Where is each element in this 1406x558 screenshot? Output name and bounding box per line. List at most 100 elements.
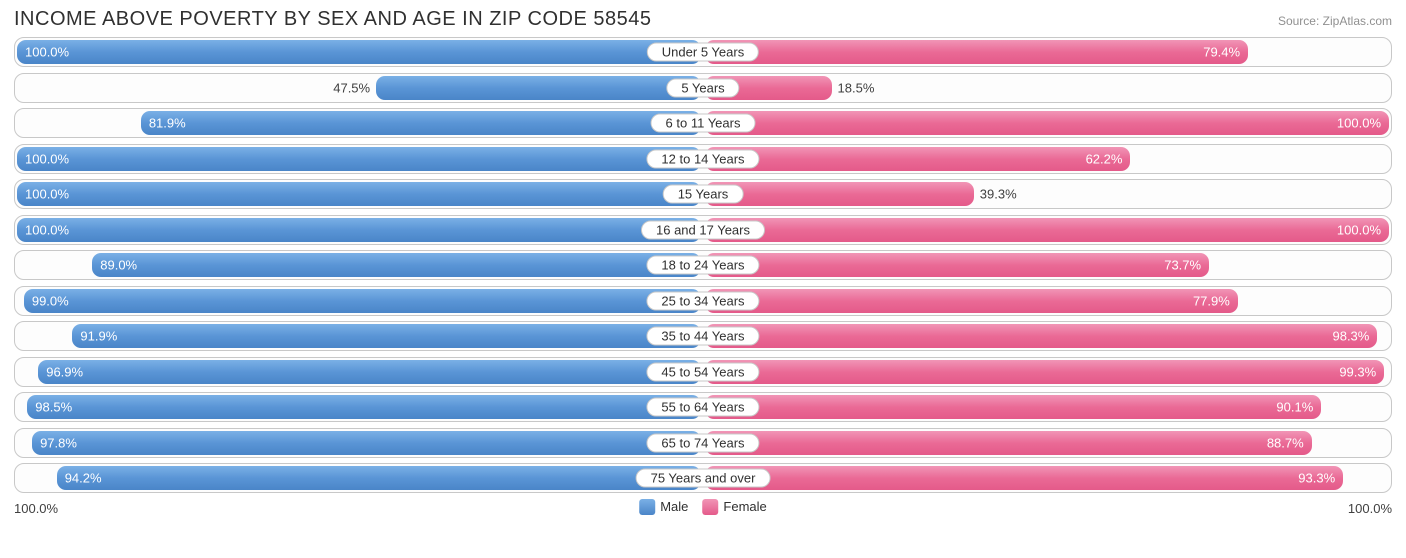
- female-bar: 93.3%: [705, 466, 1343, 490]
- chart-row: 81.9%100.0%6 to 11 Years: [14, 108, 1392, 138]
- female-bar: 39.3%: [705, 182, 974, 206]
- female-value-label: 88.7%: [1267, 435, 1304, 450]
- legend-label-male: Male: [660, 499, 688, 514]
- male-bar: 96.9%: [38, 360, 701, 384]
- category-label: 35 to 44 Years: [646, 327, 759, 346]
- chart-row: 100.0%39.3%15 Years: [14, 179, 1392, 209]
- male-bar: 47.5%: [376, 76, 701, 100]
- female-track: 100.0%: [705, 111, 1389, 135]
- female-value-label: 90.1%: [1276, 400, 1313, 415]
- chart-row: 89.0% 73.7% 18 to 24 Years: [14, 250, 1392, 280]
- chart-row: 94.2% 93.3%75 Years and over: [14, 463, 1392, 493]
- category-label: 75 Years and over: [636, 469, 771, 488]
- male-value-label: 100.0%: [25, 222, 69, 237]
- female-bar: 90.1%: [705, 395, 1321, 419]
- male-value-label: 100.0%: [25, 151, 69, 166]
- female-value-label: 18.5%: [838, 80, 875, 95]
- male-bar: 91.9%: [72, 324, 701, 348]
- male-track: 100.0%: [17, 182, 701, 206]
- female-value-label: 77.9%: [1193, 293, 1230, 308]
- chart-row: 98.5% 90.1% 55 to 64 Years: [14, 392, 1392, 422]
- category-label: Under 5 Years: [647, 43, 759, 62]
- chart-rows: 100.0% 79.4%Under 5 Years 47.5% 18.5% 5 Year…: [14, 37, 1392, 493]
- male-track: 91.9%: [17, 324, 701, 348]
- male-bar: 97.8%: [32, 431, 701, 455]
- category-label: 55 to 64 Years: [646, 398, 759, 417]
- female-bar: 62.2%: [705, 147, 1130, 171]
- swatch-male: [639, 499, 655, 515]
- category-label: 15 Years: [663, 185, 744, 204]
- category-label: 25 to 34 Years: [646, 291, 759, 310]
- axis-label-left: 100.0%: [14, 501, 58, 516]
- chart-row: 96.9%99.3%45 to 54 Years: [14, 357, 1392, 387]
- male-bar: 81.9%: [141, 111, 701, 135]
- category-label: 16 and 17 Years: [641, 220, 765, 239]
- male-bar: 98.5%: [27, 395, 701, 419]
- male-track: 94.2%: [17, 466, 701, 490]
- male-value-label: 98.5%: [35, 400, 72, 415]
- female-track: 90.1%: [705, 395, 1389, 419]
- chart-row: 91.9% 98.3% 35 to 44 Years: [14, 321, 1392, 351]
- category-label: 65 to 74 Years: [646, 433, 759, 452]
- chart-row: 100.0% 79.4%Under 5 Years: [14, 37, 1392, 67]
- female-track: 62.2%: [705, 147, 1389, 171]
- female-value-label: 98.3%: [1332, 329, 1369, 344]
- chart-row: 100.0% 100.0% 16 and 17 Years: [14, 215, 1392, 245]
- male-value-label: 100.0%: [25, 187, 69, 202]
- male-track: 100.0%: [17, 218, 701, 242]
- male-track: 99.0%: [17, 289, 701, 313]
- chart-row: 100.0% 62.2%12 to 14 Years: [14, 144, 1392, 174]
- male-track: 100.0%: [17, 147, 701, 171]
- male-track: 100.0%: [17, 40, 701, 64]
- chart-source: Source: ZipAtlas.com: [1278, 14, 1392, 28]
- female-track: 88.7%: [705, 431, 1389, 455]
- female-value-label: 99.3%: [1339, 364, 1376, 379]
- male-bar: 100.0%: [17, 182, 701, 206]
- category-label: 5 Years: [666, 78, 739, 97]
- axis-label-right: 100.0%: [1348, 501, 1392, 516]
- male-value-label: 91.9%: [80, 329, 117, 344]
- male-track: 97.8%: [17, 431, 701, 455]
- female-track: 77.9%: [705, 289, 1389, 313]
- female-bar: 100.0%: [705, 111, 1389, 135]
- male-bar: 100.0%: [17, 218, 701, 242]
- male-track: 98.5%: [17, 395, 701, 419]
- female-value-label: 100.0%: [1337, 222, 1381, 237]
- male-bar: 94.2%: [57, 466, 701, 490]
- female-bar: 99.3%: [705, 360, 1384, 384]
- chart-footer: 100.0% Male Female 100.0%: [14, 499, 1392, 539]
- legend-item-male: Male: [639, 499, 688, 515]
- female-value-label: 39.3%: [980, 187, 1017, 202]
- category-label: 12 to 14 Years: [646, 149, 759, 168]
- male-track: 96.9%: [17, 360, 701, 384]
- female-track: 98.3%: [705, 324, 1389, 348]
- female-track: 93.3%: [705, 466, 1389, 490]
- female-bar: 100.0%: [705, 218, 1389, 242]
- male-value-label: 100.0%: [25, 45, 69, 60]
- chart-title: INCOME ABOVE POVERTY BY SEX AND AGE IN Z…: [14, 8, 651, 31]
- legend-item-female: Female: [702, 499, 766, 515]
- chart-row: 47.5% 18.5% 5 Years: [14, 73, 1392, 103]
- female-bar: 73.7%: [705, 253, 1209, 277]
- male-value-label: 96.9%: [46, 364, 83, 379]
- female-bar: 77.9%: [705, 289, 1238, 313]
- male-track: 89.0%: [17, 253, 701, 277]
- female-bar: 88.7%: [705, 431, 1312, 455]
- female-track: 39.3%: [705, 182, 1389, 206]
- male-value-label: 94.2%: [65, 471, 102, 486]
- male-bar: 89.0%: [92, 253, 701, 277]
- female-track: 99.3%: [705, 360, 1389, 384]
- chart-container: INCOME ABOVE POVERTY BY SEX AND AGE IN Z…: [0, 0, 1406, 558]
- male-value-label: 99.0%: [32, 293, 69, 308]
- male-value-label: 47.5%: [333, 80, 370, 95]
- chart-header: INCOME ABOVE POVERTY BY SEX AND AGE IN Z…: [14, 8, 1392, 31]
- female-track: 79.4%: [705, 40, 1389, 64]
- male-bar: 99.0%: [24, 289, 701, 313]
- category-label: 18 to 24 Years: [646, 256, 759, 275]
- female-value-label: 100.0%: [1337, 116, 1381, 131]
- chart-row: 97.8% 88.7% 65 to 74 Years: [14, 428, 1392, 458]
- female-track: 73.7%: [705, 253, 1389, 277]
- female-value-label: 73.7%: [1164, 258, 1201, 273]
- male-track: 81.9%: [17, 111, 701, 135]
- legend: Male Female: [639, 499, 767, 515]
